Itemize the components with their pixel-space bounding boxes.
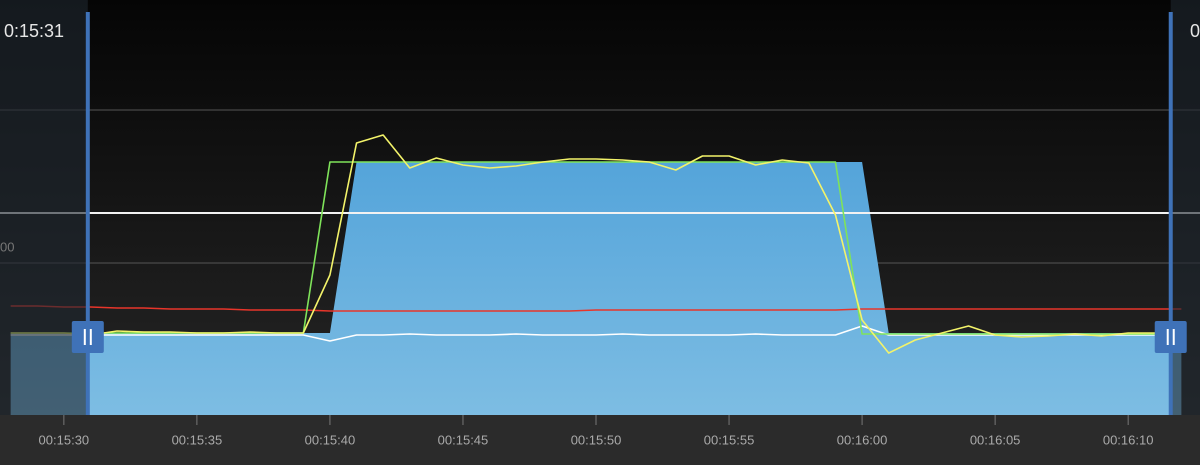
x-tick-label: 00:15:35	[172, 432, 223, 447]
line	[10, 325, 1182, 342]
handle-box	[71, 321, 104, 353]
x-tick-label: 00:16:10	[1103, 432, 1154, 447]
label-fragment: 0	[1190, 21, 1200, 41]
selection-handle[interactable]	[71, 321, 104, 353]
x-tick-label: 00:16:05	[970, 432, 1021, 447]
x-tick-label: 00:15:55	[704, 432, 755, 447]
x-tick-label: 00:15:50	[571, 432, 622, 447]
line	[10, 305, 1182, 312]
x-tick-label: 00:16:00	[837, 432, 888, 447]
line	[10, 134, 1182, 354]
selection-handle[interactable]	[1154, 321, 1187, 353]
cursor-time: 0:15:31	[4, 21, 64, 41]
x-tick-label: 00:15:45	[438, 432, 489, 447]
x-tick-label: 00:15:30	[39, 432, 90, 447]
handle-box	[1154, 321, 1187, 353]
x-tick-label: 00:15:40	[305, 432, 356, 447]
axis-label-fragment: 00	[0, 239, 14, 254]
x-axis-strip	[0, 415, 1200, 465]
